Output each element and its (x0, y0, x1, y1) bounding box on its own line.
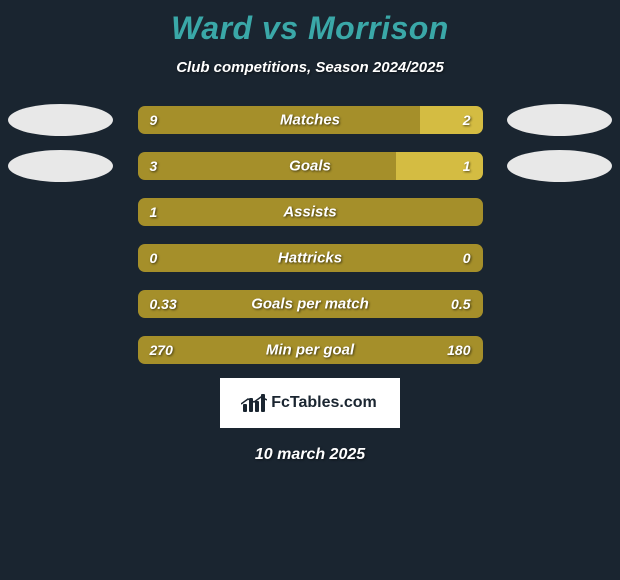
stat-value-left: 270 (150, 342, 173, 358)
chart-container: Ward vs Morrison Club competitions, Seas… (0, 0, 620, 464)
chart-date: 10 march 2025 (255, 446, 365, 464)
stat-bar: 0 0 Hattricks (138, 244, 483, 272)
stat-bar: 0.33 0.5 Goals per match (138, 290, 483, 318)
stat-value-left: 0 (150, 250, 158, 266)
player-marker-left (8, 104, 113, 136)
logo-box: FcTables.com (220, 378, 400, 428)
chart-title: Ward vs Morrison (171, 10, 449, 47)
stat-value-left: 9 (150, 112, 158, 128)
bar-segment-right (420, 106, 482, 134)
bar-segment-left (138, 152, 397, 180)
barchart-icon (243, 394, 265, 412)
bars-group: 92Matches31Goals1Assists00Hattricks0.330… (0, 106, 620, 364)
comparison-row: 270 180 Min per goal (0, 336, 620, 364)
player-marker-right (507, 104, 612, 136)
player-marker-left (8, 150, 113, 182)
stat-value-left: 1 (150, 204, 158, 220)
comparison-row: 0 0 Hattricks (0, 244, 620, 272)
comparison-row: 0.33 0.5 Goals per match (0, 290, 620, 318)
stat-bar: 1 Assists (138, 198, 483, 226)
comparison-row: 9 2 Matches (0, 106, 620, 134)
stat-label: Assists (283, 204, 336, 221)
comparison-row: 3 1 Goals (0, 152, 620, 180)
stat-bar: 9 2 Matches (138, 106, 483, 134)
player-marker-right (507, 150, 612, 182)
stat-label: Hattricks (278, 250, 342, 267)
stat-value-right: 2 (463, 112, 471, 128)
stat-value-right: 180 (447, 342, 470, 358)
bar-segment-left (138, 106, 421, 134)
stat-value-right: 1 (463, 158, 471, 174)
stat-value-right: 0.5 (451, 296, 470, 312)
stat-label: Goals (289, 158, 331, 175)
stat-bar: 270 180 Min per goal (138, 336, 483, 364)
stat-bar: 3 1 Goals (138, 152, 483, 180)
comparison-row: 1 Assists (0, 198, 620, 226)
logo-text: FcTables.com (271, 394, 377, 412)
stat-label: Goals per match (251, 296, 369, 313)
stat-value-left: 0.33 (150, 296, 177, 312)
chart-subtitle: Club competitions, Season 2024/2025 (176, 59, 444, 76)
stat-label: Matches (280, 112, 340, 129)
stat-label: Min per goal (266, 342, 354, 359)
trendline-icon (241, 396, 267, 406)
stat-value-right: 0 (463, 250, 471, 266)
stat-value-left: 3 (150, 158, 158, 174)
